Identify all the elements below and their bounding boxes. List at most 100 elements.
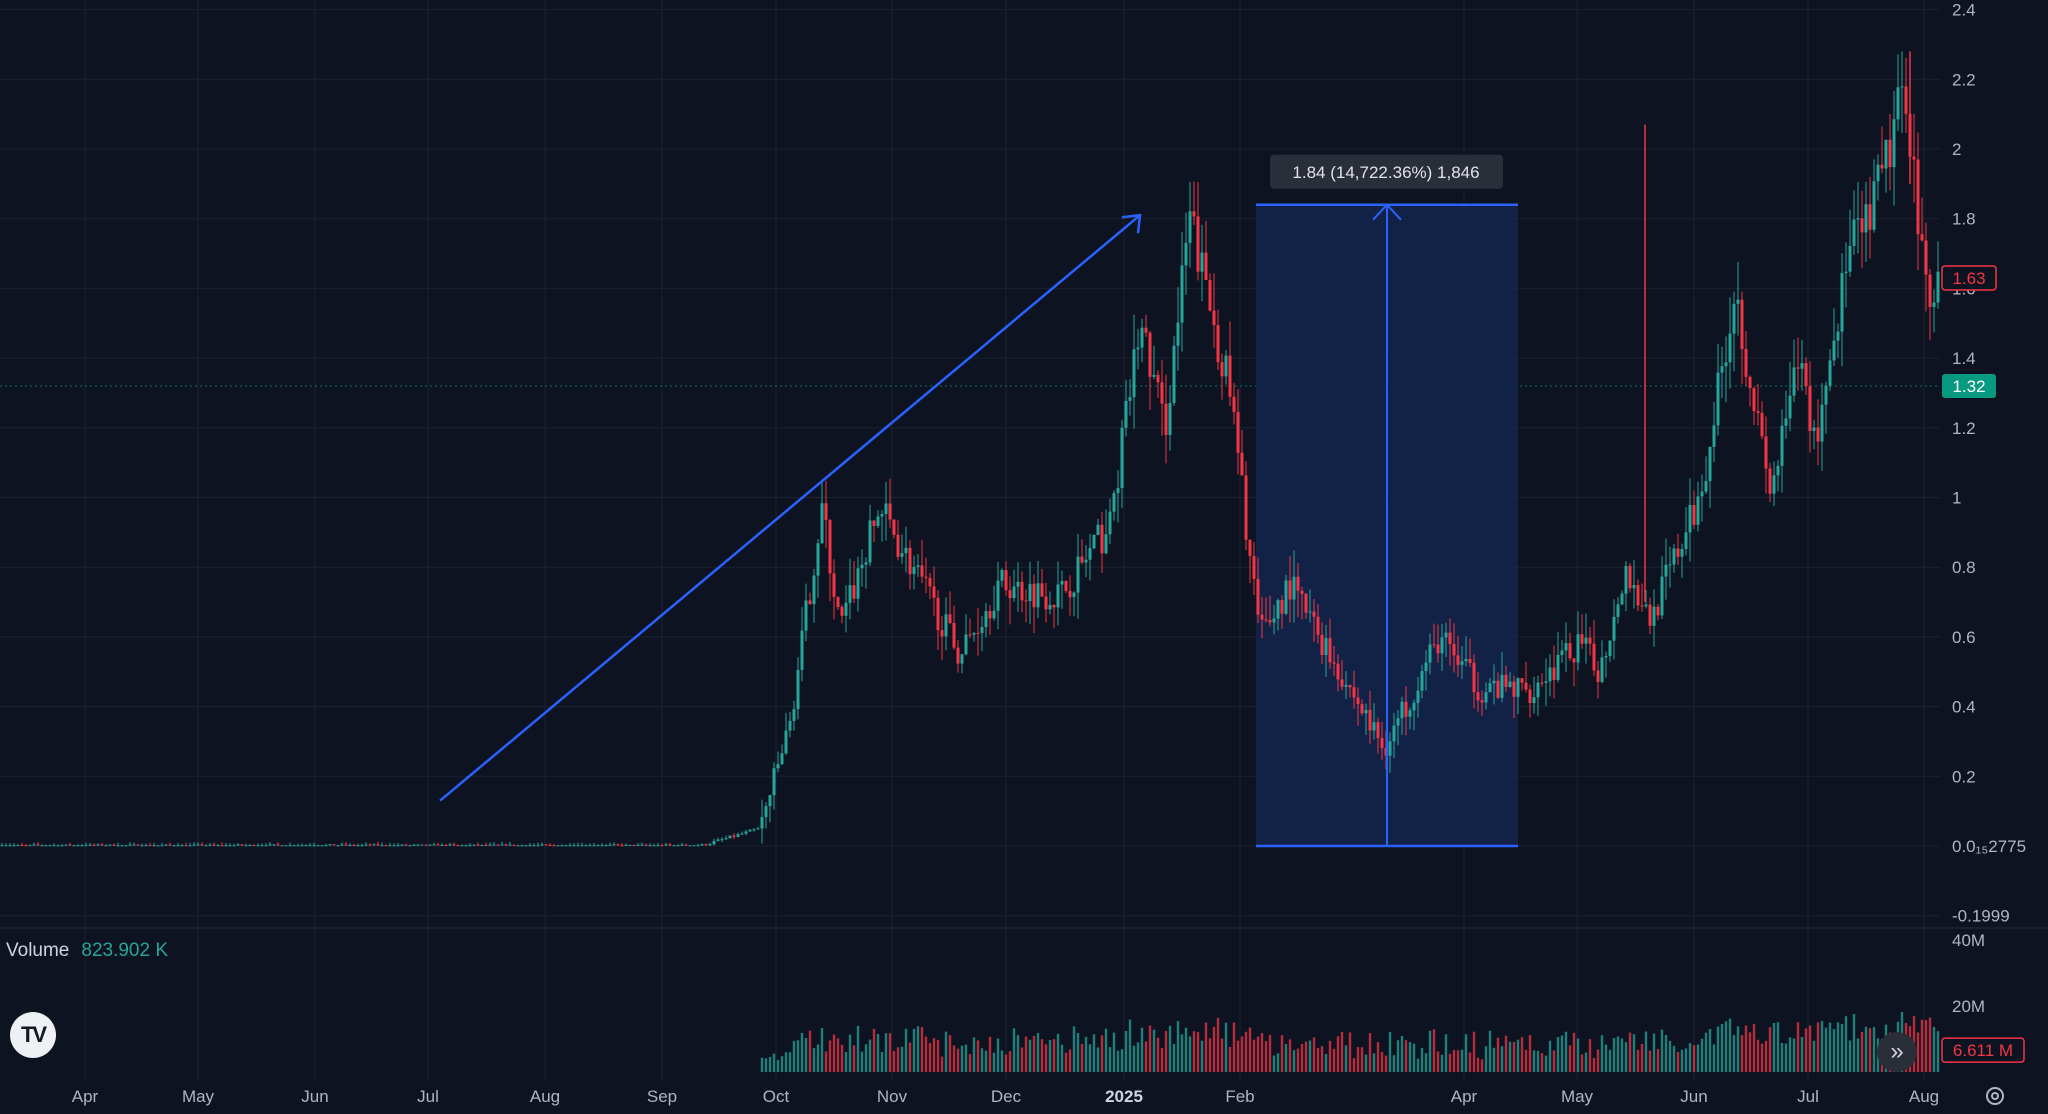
scroll-to-realtime-button[interactable]: » <box>1877 1032 1917 1072</box>
volume-bar <box>1112 1032 1116 1072</box>
time-tick-label: Sep <box>647 1087 677 1106</box>
candle-body <box>1296 576 1300 591</box>
candle-body <box>456 845 460 847</box>
candle-body <box>288 845 292 847</box>
volume-bar <box>856 1025 860 1072</box>
volume-bar <box>1080 1044 1084 1072</box>
candle-body <box>1700 491 1704 497</box>
volume-bar <box>1380 1051 1384 1072</box>
candle-body <box>1600 657 1604 682</box>
price-tick-label: 1.4 <box>1952 349 1976 368</box>
volume-bar <box>764 1058 768 1072</box>
volume-bar <box>1744 1025 1748 1072</box>
volume-bar <box>1216 1017 1220 1072</box>
candle-body <box>820 503 824 544</box>
candle-body <box>1676 548 1680 557</box>
drawing-tools[interactable] <box>439 203 1518 848</box>
volume-bar <box>872 1028 876 1072</box>
candle-body <box>740 833 744 835</box>
volume-bar <box>1396 1040 1400 1072</box>
candle-body <box>1292 576 1296 600</box>
volume-bar <box>1012 1028 1016 1072</box>
candle-body <box>1844 271 1848 274</box>
volume-bar <box>1000 1050 1004 1072</box>
tradingview-logo-icon[interactable]: TV <box>10 1012 56 1058</box>
time-tick-label: Aug <box>1909 1087 1939 1106</box>
volume-bar <box>1004 1054 1008 1072</box>
candle-body <box>1504 674 1508 687</box>
volume-bar <box>952 1045 956 1072</box>
candle-body <box>1788 395 1792 419</box>
candle-body <box>676 845 680 847</box>
time-tick-label: Apr <box>1451 1087 1478 1106</box>
candle-body <box>1184 242 1188 266</box>
volume-bar <box>1772 1023 1776 1072</box>
volume-bar <box>1184 1027 1188 1072</box>
candle-body <box>1144 327 1148 333</box>
candle-body <box>500 844 504 846</box>
candle-body <box>704 844 708 846</box>
gear-icon[interactable] <box>1983 1084 2007 1108</box>
volume-bar <box>1320 1046 1324 1072</box>
candle-body <box>964 634 968 655</box>
volume-bar <box>1456 1050 1460 1072</box>
candle-body <box>1736 299 1740 304</box>
candle-body <box>1696 496 1700 525</box>
volume-bar <box>1360 1047 1364 1072</box>
volume-bar <box>1736 1026 1740 1072</box>
candle-body <box>1084 559 1088 563</box>
volume-bar <box>1076 1033 1080 1072</box>
candle-body <box>892 519 896 535</box>
candle-body <box>616 844 620 846</box>
volume-bar <box>1832 1029 1836 1072</box>
volume-bar <box>1560 1035 1564 1072</box>
candle-body <box>1192 211 1196 217</box>
volume-bar <box>1824 1027 1828 1072</box>
volume-bar <box>1916 1032 1920 1072</box>
candle-body <box>680 844 684 846</box>
candle-body <box>1468 658 1472 663</box>
candle-body <box>1520 678 1524 683</box>
candle-body <box>424 844 428 846</box>
candle-body <box>96 844 100 846</box>
candle-body <box>1376 722 1380 739</box>
candle-body <box>608 844 612 846</box>
candle-body <box>844 602 848 616</box>
candle-body <box>296 845 300 847</box>
candle-body <box>140 845 144 847</box>
chart-grid <box>0 0 2048 1080</box>
candle-body <box>200 844 204 846</box>
candle-body <box>1372 722 1376 731</box>
candle-body <box>692 845 696 847</box>
candle-body <box>1168 402 1172 435</box>
candle-body <box>532 845 536 847</box>
volume-bar <box>1860 1031 1864 1072</box>
candle-body <box>1064 581 1068 591</box>
candle-body <box>804 600 808 631</box>
candle-body <box>452 844 456 846</box>
candle-body <box>1584 637 1588 644</box>
candle-body <box>1628 566 1632 589</box>
price-tick-label: 2.2 <box>1952 70 1976 89</box>
candle-body <box>364 844 368 846</box>
candle-body <box>1304 593 1308 613</box>
candle-body <box>1756 411 1760 413</box>
candle-body <box>1148 332 1152 377</box>
volume-bar <box>1336 1036 1340 1072</box>
volume-bar <box>920 1026 924 1072</box>
candle-body <box>656 845 660 847</box>
candle-body <box>840 606 844 616</box>
candle-body <box>192 844 196 846</box>
candle-body <box>564 845 568 847</box>
candle-body <box>1496 680 1500 698</box>
volume-bar <box>816 1044 820 1072</box>
volume-bar <box>1056 1033 1060 1072</box>
candle-body <box>204 845 208 847</box>
candle-body <box>1096 524 1100 535</box>
volume-bar <box>860 1051 864 1072</box>
candle-body <box>1932 302 1936 307</box>
volume-bar <box>1400 1035 1404 1072</box>
candle-body <box>152 845 156 847</box>
candle-body <box>744 831 748 834</box>
